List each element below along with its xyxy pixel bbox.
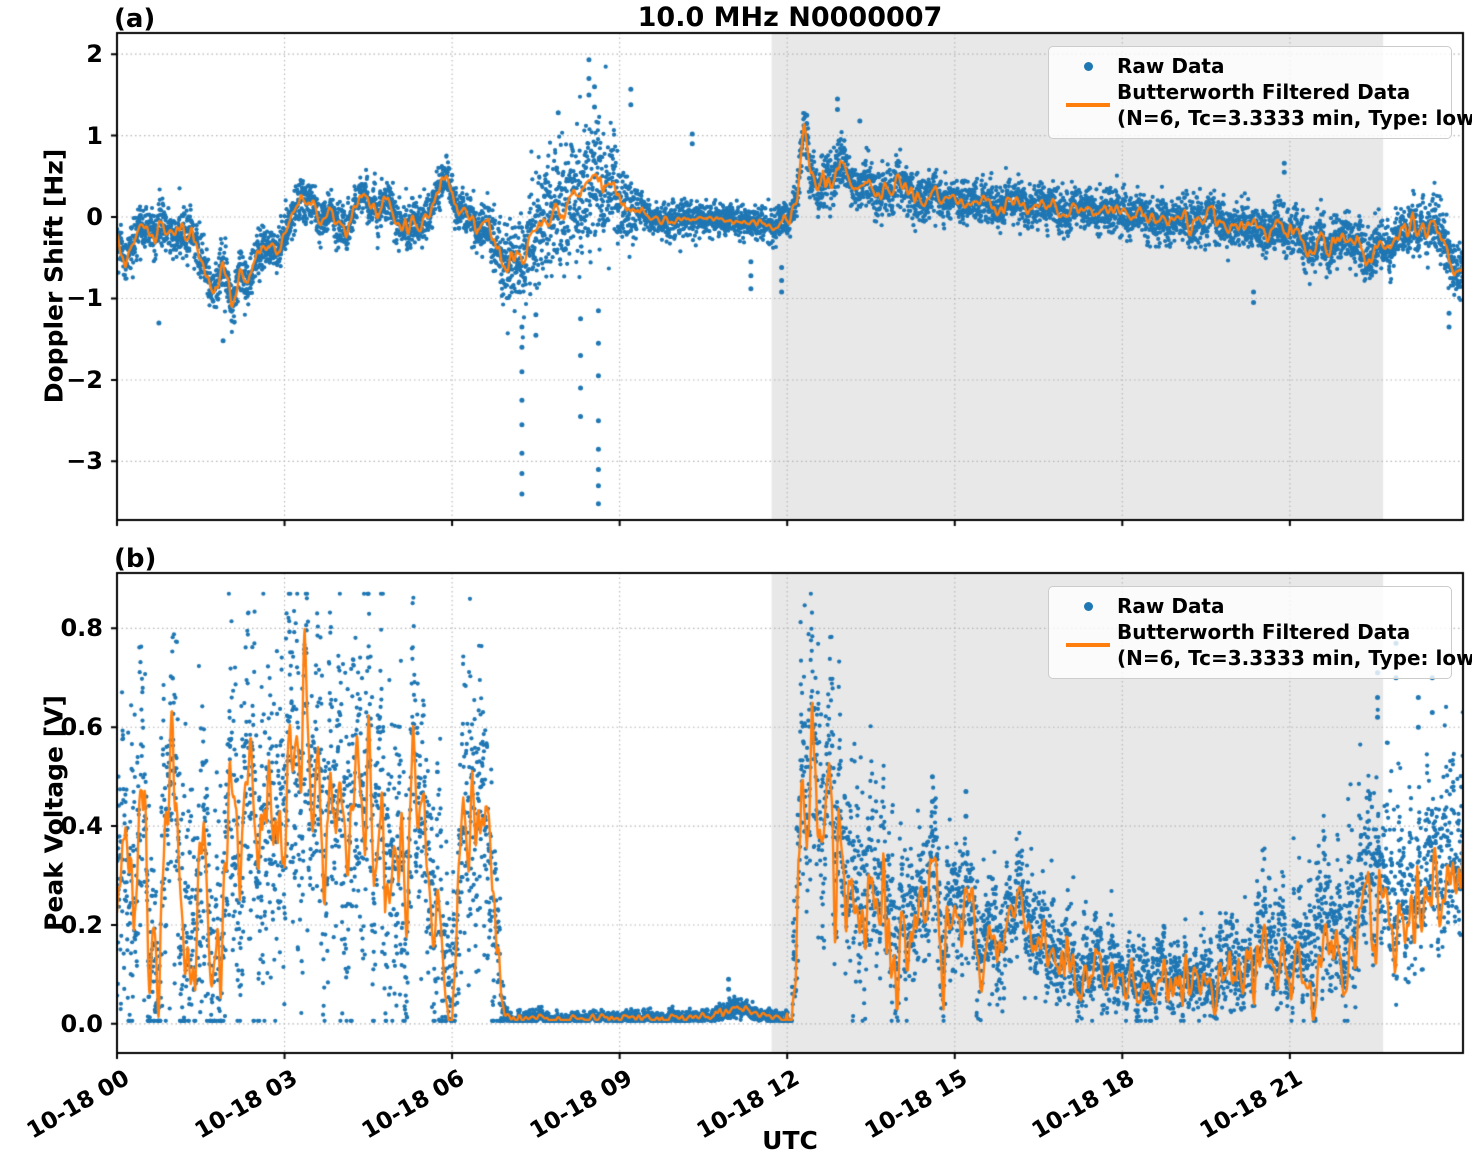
- x-axis-label-utc: UTC: [762, 1126, 818, 1155]
- legend-filtered-line2: (N=6, Tc=3.3333 min, Type: low): [1117, 106, 1472, 130]
- y-tick-label: −3: [66, 447, 103, 476]
- legend-filtered-line1: Butterworth Filtered Data: [1117, 620, 1411, 644]
- legend-entry-raw: Raw Data: [1059, 53, 1441, 79]
- legend-filtered-label: Butterworth Filtered Data (N=6, Tc=3.333…: [1117, 619, 1472, 671]
- legend-raw-label: Raw Data: [1117, 54, 1225, 78]
- panel-label-b: (b): [114, 544, 157, 574]
- legend-raw-label: Raw Data: [1117, 594, 1225, 618]
- legend-entry-raw: Raw Data: [1059, 593, 1441, 619]
- y-tick-label: 0.8: [60, 614, 103, 643]
- y-tick-label: 0.0: [60, 1009, 103, 1038]
- filtered-line-icon: [1066, 103, 1110, 107]
- y-tick-label: 0.4: [60, 812, 103, 841]
- y-tick-label: −1: [66, 284, 103, 313]
- y-tick-label: 0.2: [60, 910, 103, 939]
- y-tick-label: −2: [66, 365, 103, 394]
- y-tick-label: 0: [86, 203, 103, 232]
- legend-filtered-line2: (N=6, Tc=3.3333 min, Type: low): [1117, 646, 1472, 670]
- filtered-line-icon: [1066, 643, 1110, 647]
- legend-entry-filtered: Butterworth Filtered Data (N=6, Tc=3.333…: [1059, 619, 1472, 671]
- y-tick-label: 0.6: [60, 713, 103, 742]
- legend-filtered-line1: Butterworth Filtered Data: [1117, 80, 1411, 104]
- legend-panel-a: Raw Data Butterworth Filtered Data (N=6,…: [1048, 46, 1472, 139]
- raw-data-dot-icon: [1083, 61, 1093, 71]
- legend-marker-col: [1059, 103, 1117, 107]
- legend-marker-col: [1059, 643, 1117, 647]
- legend-filtered-label: Butterworth Filtered Data (N=6, Tc=3.333…: [1117, 79, 1472, 131]
- y-tick-label: 2: [86, 40, 103, 69]
- raw-data-dot-icon: [1083, 601, 1093, 611]
- legend-marker-col: [1059, 61, 1117, 71]
- legend-entry-filtered: Butterworth Filtered Data (N=6, Tc=3.333…: [1059, 79, 1472, 131]
- panel-label-a: (a): [114, 4, 156, 34]
- legend-marker-col: [1059, 601, 1117, 611]
- figure-title: 10.0 MHz N0000007: [637, 2, 943, 33]
- y-tick-label: 1: [86, 121, 103, 150]
- legend-panel-b: Raw Data Butterworth Filtered Data (N=6,…: [1048, 586, 1472, 679]
